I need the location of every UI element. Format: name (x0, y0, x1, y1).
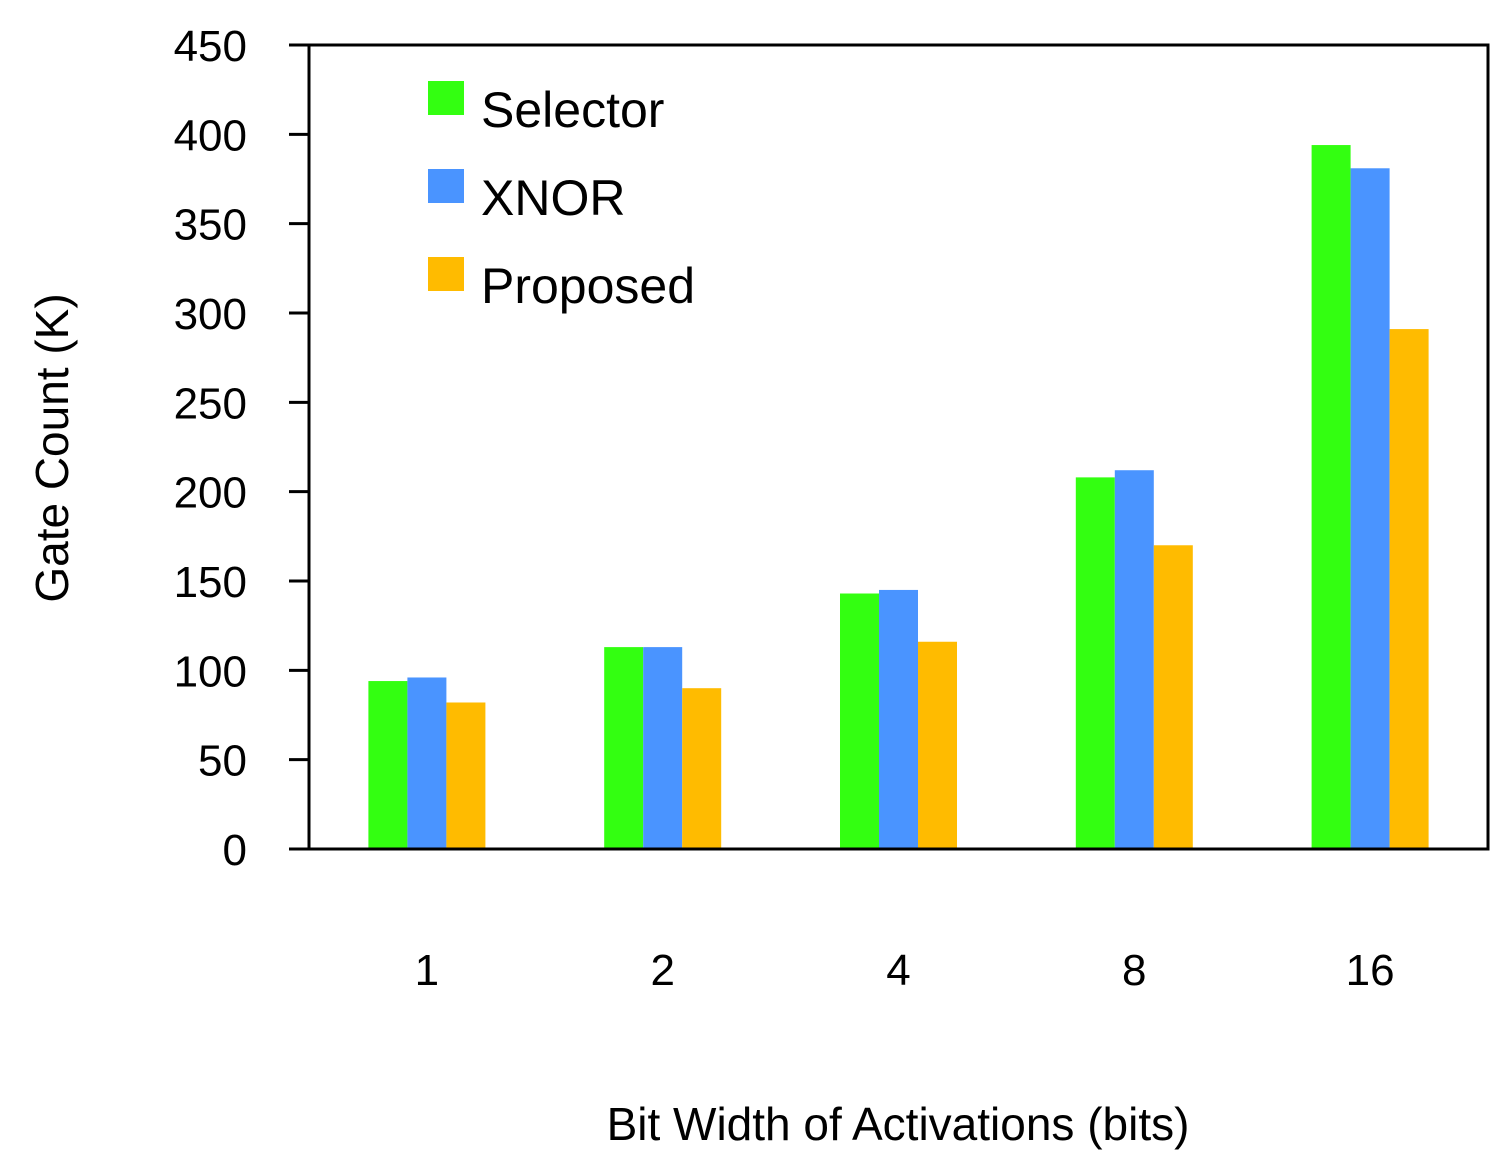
y-tick-label: 200 (174, 469, 247, 518)
x-axis-title: Bit Width of Activations (bits) (607, 1098, 1190, 1150)
y-tick-label: 150 (174, 558, 247, 607)
y-tick-label: 100 (174, 647, 247, 696)
y-tick-label: 400 (174, 111, 247, 160)
bar-xnor-8 (1114, 470, 1154, 849)
x-tick-label: 2 (650, 946, 674, 995)
y-axis-ticks: 0 50 100 150 200 250 300 350 400 450 (174, 22, 309, 875)
bar-selector-1 (368, 681, 408, 849)
y-tick-label: 0 (223, 826, 247, 875)
bar-selector-16 (1311, 145, 1351, 849)
bar-proposed-16 (1389, 329, 1429, 850)
legend-label-xnor: XNOR (481, 170, 625, 226)
y-tick-label: 300 (174, 290, 247, 339)
bar-proposed-2 (682, 688, 722, 849)
legend: Selector XNOR Proposed (428, 81, 695, 314)
y-axis-title: Gate Count (K) (26, 293, 78, 602)
bar-proposed-8 (1153, 545, 1193, 849)
legend-swatch-xnor (428, 169, 464, 203)
legend-label-proposed: Proposed (481, 258, 695, 314)
x-tick-label: 8 (1122, 946, 1146, 995)
legend-swatch-proposed (428, 257, 464, 291)
y-tick-label: 250 (174, 379, 247, 428)
bar-xnor-4 (879, 589, 918, 849)
x-tick-label: 1 (415, 946, 439, 995)
bar-xnor-16 (1350, 168, 1390, 849)
legend-swatch-selector (428, 81, 464, 115)
bar-selector-8 (1075, 477, 1115, 849)
y-tick-label: 350 (174, 201, 247, 250)
bar-xnor-1 (407, 677, 447, 849)
x-tick-label: 4 (886, 946, 910, 995)
y-tick-label: 450 (174, 22, 247, 71)
bar-selector-2 (604, 647, 644, 849)
plot-frame (307, 43, 1490, 851)
legend-label-selector: Selector (481, 82, 664, 138)
x-tick-label: 16 (1346, 946, 1395, 995)
bar-selector-4 (840, 593, 879, 849)
y-tick-label: 50 (198, 737, 247, 786)
x-axis-ticks: 1 2 4 8 16 (415, 946, 1395, 995)
bars-layer (368, 145, 1429, 850)
bar-proposed-1 (446, 702, 486, 849)
bar-xnor-2 (643, 647, 683, 849)
bar-proposed-4 (918, 641, 957, 849)
